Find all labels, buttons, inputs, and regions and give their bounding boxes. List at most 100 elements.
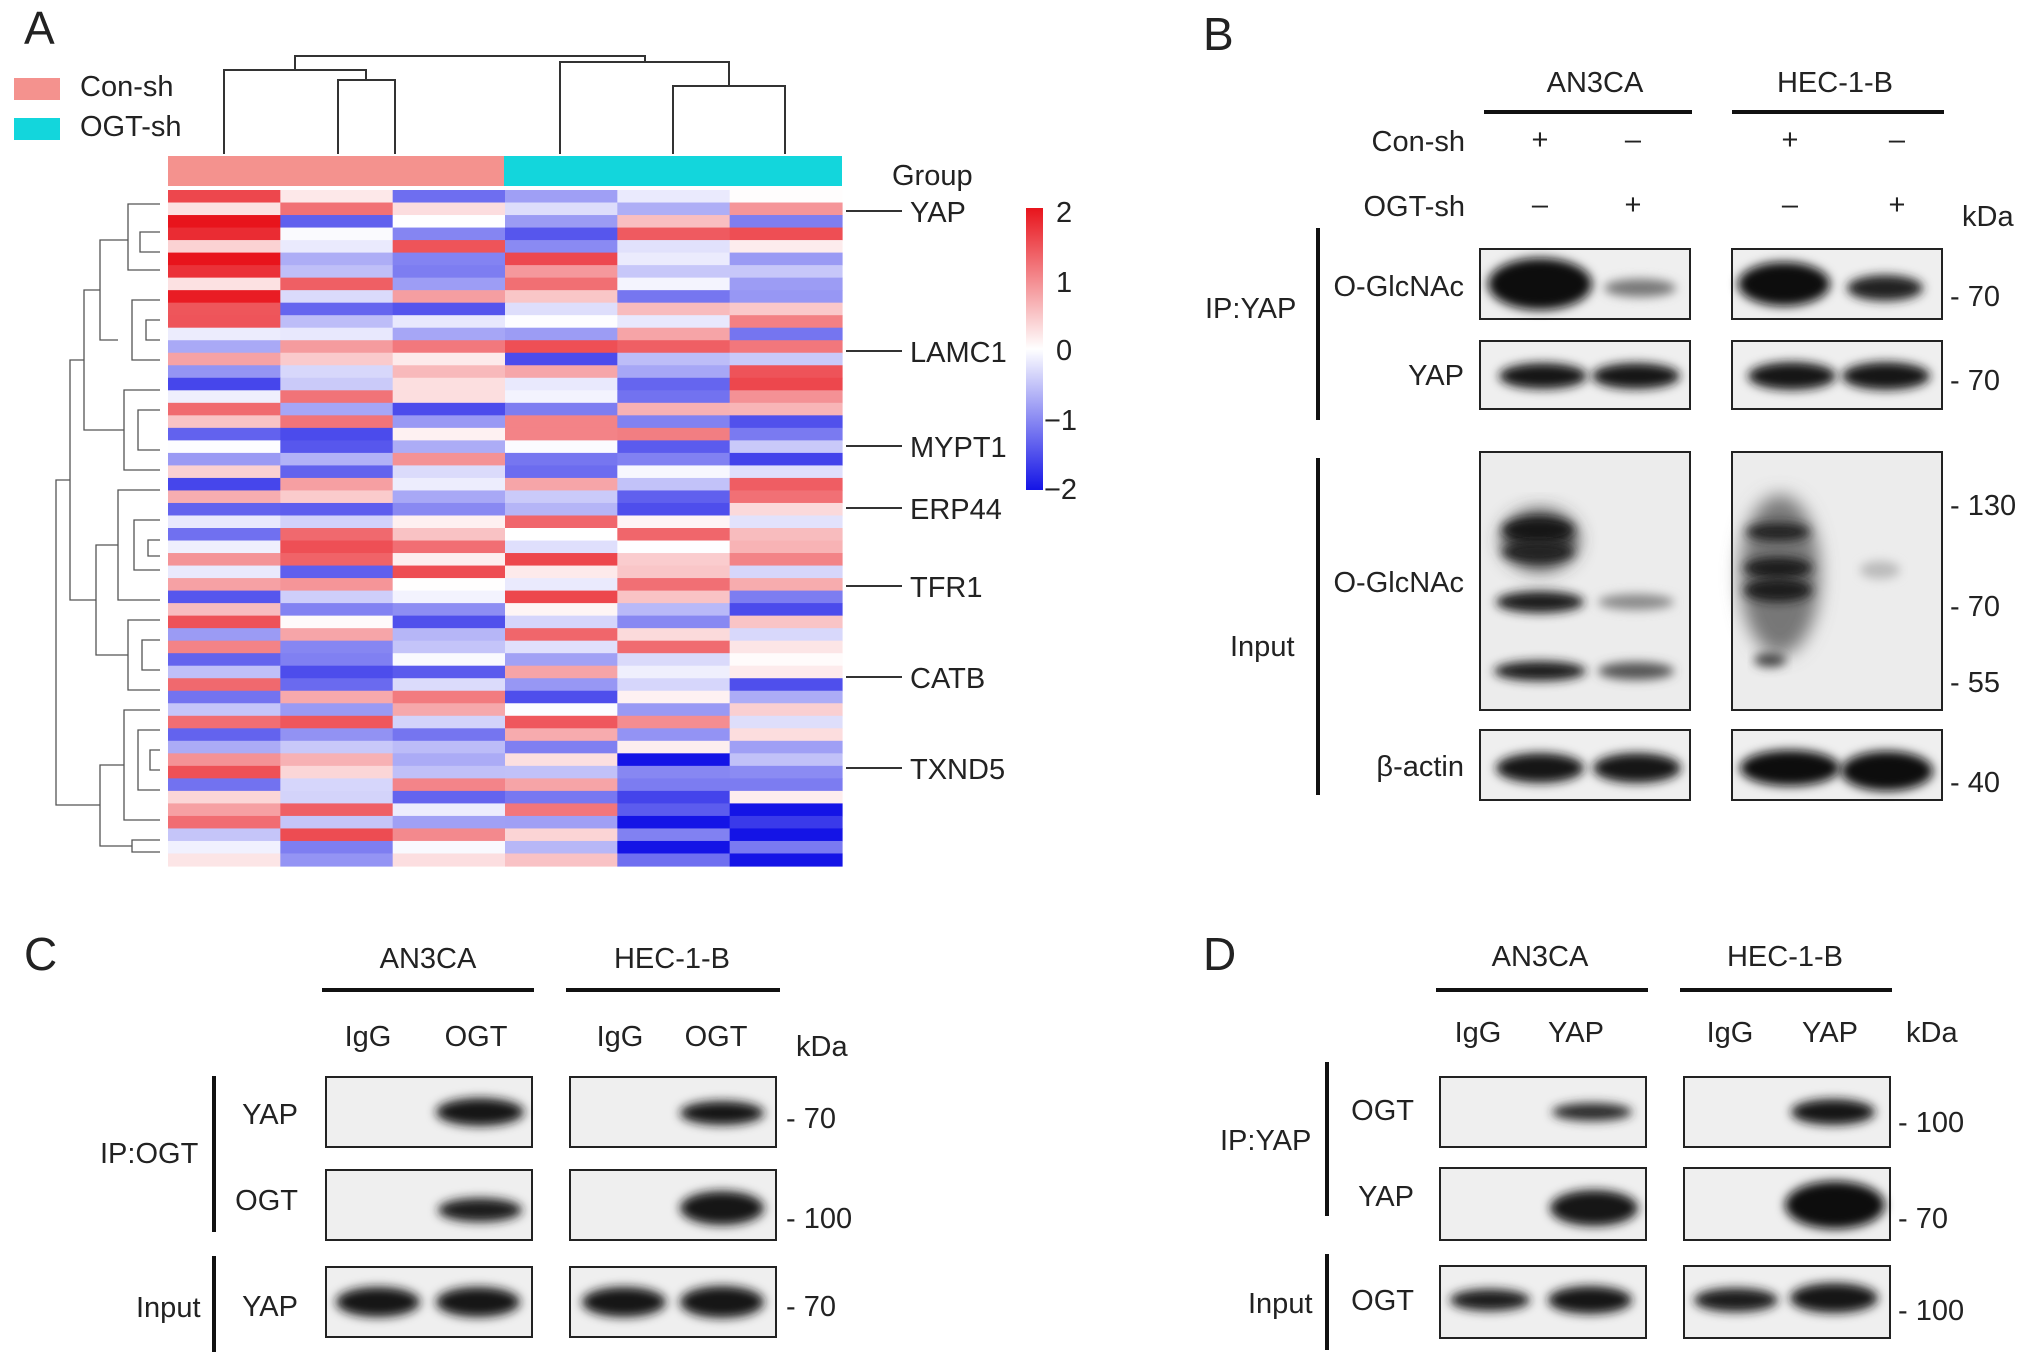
heatmap-cell bbox=[617, 327, 731, 341]
heatmap-cell bbox=[729, 553, 843, 567]
heatmap-cell bbox=[168, 553, 281, 567]
heatmap-cell bbox=[392, 290, 506, 304]
blot-c-input-yap-an3ca bbox=[325, 1266, 533, 1338]
heatmap-cell bbox=[505, 452, 618, 467]
marker-b-2: - 70 bbox=[1950, 365, 2000, 397]
heatmap-cell bbox=[168, 440, 281, 454]
heatmap-cell bbox=[617, 490, 731, 504]
heatmap-cell bbox=[392, 402, 506, 416]
heatmap-cell bbox=[729, 290, 843, 304]
heatmap-cell bbox=[729, 640, 843, 654]
heatmap-cell bbox=[617, 277, 731, 291]
heatmap-cell bbox=[280, 327, 394, 341]
heatmap-cell bbox=[280, 452, 394, 467]
cell-line-an3ca: AN3CA bbox=[1547, 67, 1644, 99]
heatmap-cell bbox=[168, 690, 281, 704]
heatmap-cell bbox=[280, 427, 394, 441]
heatmap-cell bbox=[617, 265, 731, 279]
heatmap-cell bbox=[280, 665, 394, 679]
heatmap-cell bbox=[505, 327, 618, 341]
heatmap-cell bbox=[617, 703, 731, 717]
heatmap-cell bbox=[505, 778, 618, 792]
heatmap-cell bbox=[505, 590, 618, 604]
heatmap-cell bbox=[729, 790, 843, 805]
heatmap-cell bbox=[168, 840, 281, 855]
heatmap-cell bbox=[617, 728, 731, 742]
heatmap-cell bbox=[392, 803, 506, 817]
heatmap-cell bbox=[505, 427, 618, 441]
heatmap-cell bbox=[729, 340, 843, 354]
heatmap-cell bbox=[729, 502, 843, 517]
colorbar-tick-1: 1 bbox=[1056, 267, 1072, 299]
heatmap-cell bbox=[392, 240, 506, 254]
heatmap-cell bbox=[729, 615, 843, 629]
heatmap-cell bbox=[505, 640, 618, 654]
heatmap-cell bbox=[729, 365, 843, 379]
cell-line-d-hec1b: HEC-1-B bbox=[1727, 941, 1843, 973]
marker-c-2: - 100 bbox=[786, 1203, 852, 1235]
heatmap-cell bbox=[729, 252, 843, 266]
heatmap-cell bbox=[168, 715, 281, 729]
gene-labels bbox=[846, 210, 902, 769]
heatmap-cell bbox=[617, 465, 731, 479]
heatmap-cell bbox=[392, 528, 506, 542]
heatmap-cell bbox=[168, 215, 281, 229]
heatmap-cell bbox=[505, 765, 618, 779]
cell-line-c-an3ca: AN3CA bbox=[380, 943, 477, 975]
heatmap-cell bbox=[729, 690, 843, 704]
marker-c-1: - 70 bbox=[786, 1103, 836, 1135]
heatmap-cell bbox=[392, 715, 506, 729]
blot-b-input-oglcnac-an3ca bbox=[1479, 451, 1691, 711]
heatmap-cell bbox=[617, 790, 731, 805]
heatmap-cell bbox=[729, 540, 843, 554]
heatmap-cell bbox=[392, 202, 506, 216]
heatmap-cell bbox=[617, 252, 731, 266]
heatmap-cell bbox=[505, 790, 618, 805]
heatmap-cell bbox=[392, 515, 506, 529]
heatmap-cell bbox=[617, 340, 731, 354]
heatmap-cell bbox=[617, 840, 731, 855]
heatmap-cell bbox=[729, 678, 843, 692]
heatmap-cell bbox=[392, 640, 506, 654]
heatmap-cell bbox=[392, 190, 506, 204]
kda-label-b: kDa bbox=[1962, 201, 2014, 233]
heatmap-cell bbox=[168, 528, 281, 542]
marker-b-4: - 70 bbox=[1950, 591, 2000, 623]
heatmap-cell bbox=[280, 565, 394, 579]
heatmap-cell bbox=[168, 252, 281, 266]
row-dendrogram bbox=[55, 203, 160, 853]
blot-d-input-ogt-hec1b bbox=[1683, 1265, 1891, 1339]
lane-label-c-4: OGT bbox=[685, 1021, 748, 1053]
heatmap-cell bbox=[392, 265, 506, 279]
heatmap-cell bbox=[505, 515, 618, 529]
heatmap-cell bbox=[505, 703, 618, 717]
heatmap-cell bbox=[617, 828, 731, 842]
heatmap-cell bbox=[392, 427, 506, 441]
heatmap-cell bbox=[392, 665, 506, 679]
heatmap-cell bbox=[392, 603, 506, 617]
heatmap-cell bbox=[168, 202, 281, 216]
heatmap-cell bbox=[505, 365, 618, 379]
heatmap-cell bbox=[617, 578, 731, 592]
heatmap-cell bbox=[729, 853, 843, 867]
heatmap-cell bbox=[505, 690, 618, 704]
heatmap-cell bbox=[505, 803, 618, 817]
heatmap-cell bbox=[505, 215, 618, 229]
heatmap-cell bbox=[392, 553, 506, 567]
heatmap-cell bbox=[392, 252, 506, 266]
heatmap-cell bbox=[392, 452, 506, 467]
heatmap-cell bbox=[617, 815, 731, 830]
heatmap-cell bbox=[168, 302, 281, 316]
heatmap-cell bbox=[617, 690, 731, 704]
marker-d-2: - 70 bbox=[1898, 1203, 1948, 1235]
heatmap-cell bbox=[729, 590, 843, 604]
blot-d-ogt-an3ca bbox=[1439, 1076, 1647, 1148]
panel-d: D AN3CA HEC-1-B IgG YAP IgG YAP kDa IP:Y… bbox=[1203, 928, 1964, 1350]
heatmap-cell bbox=[280, 590, 394, 604]
heatmap-cell bbox=[392, 578, 506, 592]
heatmap-cell bbox=[168, 753, 281, 767]
heatmap-cell bbox=[168, 828, 281, 842]
blot-b-ip-yap-hec1b bbox=[1731, 340, 1943, 410]
heatmap-cell bbox=[168, 565, 281, 579]
row-label-d-input-ogt: OGT bbox=[1351, 1285, 1414, 1317]
